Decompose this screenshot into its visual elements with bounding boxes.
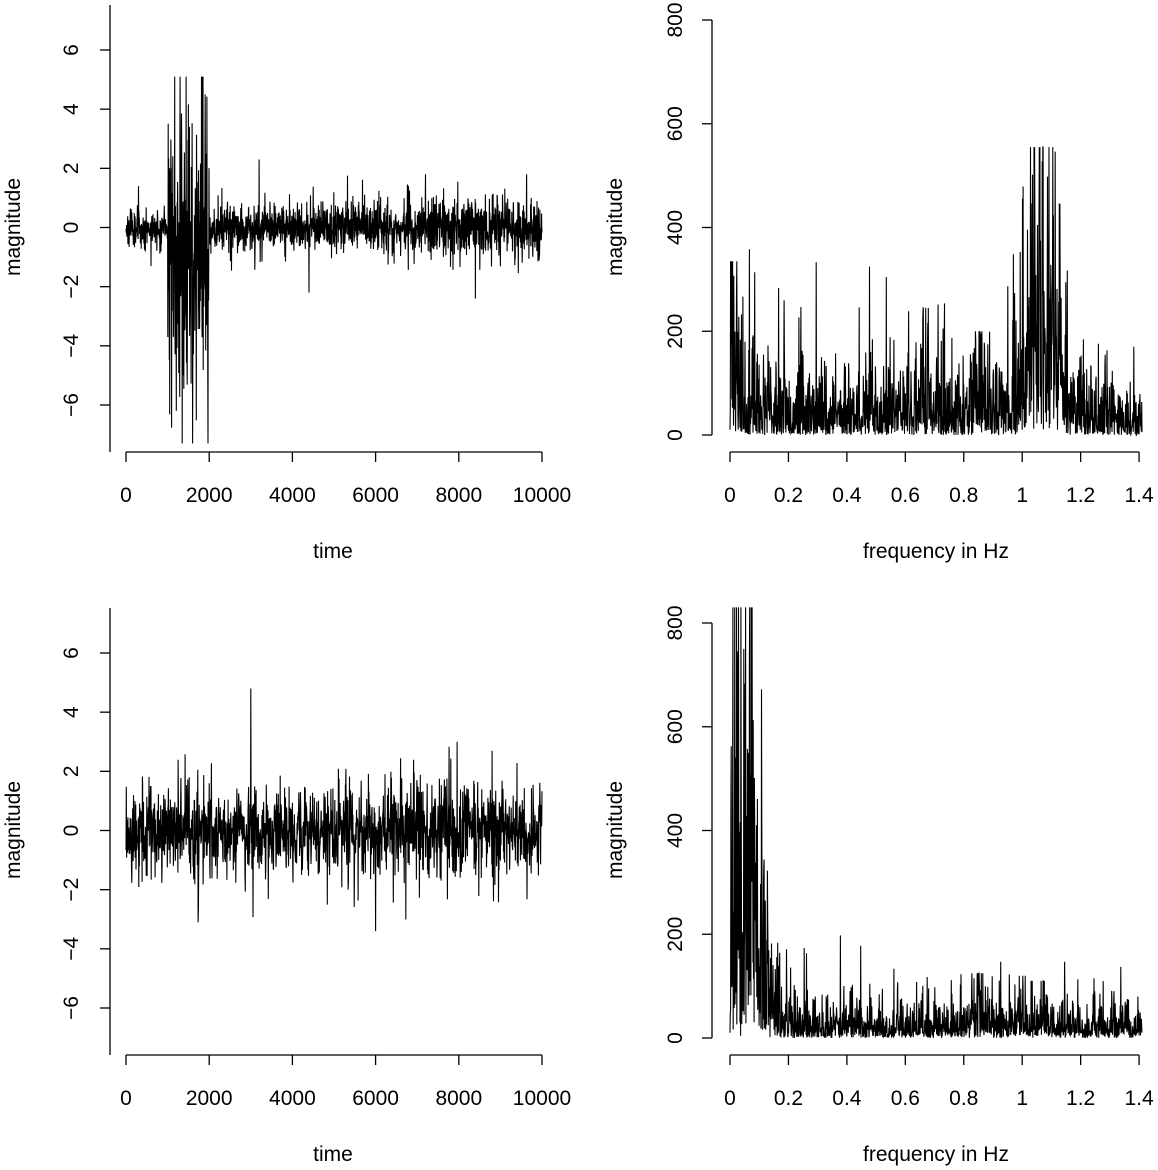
y-tick-label: 400: [664, 813, 687, 848]
series-line: [125, 688, 543, 932]
y-tick-label: 0: [664, 429, 687, 441]
x-tick-label: 0: [120, 484, 132, 507]
x-tick-label: 8000: [435, 1087, 482, 1110]
x-tick-label: 0.2: [774, 484, 803, 507]
x-tick-label: 10000: [513, 1087, 571, 1110]
series-line: [125, 76, 543, 444]
x-tick-label: 0: [120, 1087, 132, 1110]
y-tick-label: 6: [60, 647, 83, 659]
y-ticks: 0 200 400 600 800: [664, 605, 712, 1044]
y-tick-label: 6: [60, 44, 83, 56]
x-tick-label: 0.8: [949, 484, 978, 507]
x-tick-label: 1.4: [1124, 484, 1154, 507]
x-tick-label: 1.2: [1066, 1087, 1095, 1110]
x-axis-label: time: [313, 540, 353, 563]
y-tick-label: 800: [664, 605, 687, 640]
x-tick-label: 10000: [513, 484, 571, 507]
panel-freq-top: 0 0.2 0.4 0.6 0.8 1 1.2 1.4 0 200 400 600 800 frequ…: [604, 2, 1154, 563]
y-tick-label: −6: [60, 996, 83, 1020]
x-ticks: 0 0.2 0.4 0.6 0.8 1 1.2 1.4: [724, 1055, 1154, 1110]
y-ticks: −6 −4 −2 0 2 4 6: [60, 44, 110, 417]
series-line: [729, 607, 1143, 1040]
panel-time-top: 0 2000 4000 6000 8000 10000 −6 −4 −2 0 2 4 6 time m…: [2, 5, 571, 563]
x-tick-label: 6000: [352, 1087, 399, 1110]
y-tick-label: 400: [664, 210, 687, 245]
y-tick-label: −2: [60, 275, 83, 299]
y-ticks: −6 −4 −2 0 2 4 6: [60, 647, 110, 1020]
y-tick-label: 4: [60, 103, 83, 115]
x-ticks: 0 0.2 0.4 0.6 0.8 1 1.2 1.4: [724, 452, 1154, 507]
x-ticks: 0 2000 4000 6000 8000 10000: [120, 1055, 571, 1110]
y-tick-label: 4: [60, 706, 83, 718]
x-tick-label: 6000: [352, 484, 399, 507]
x-tick-label: 4000: [269, 1087, 316, 1110]
x-tick-label: 0.4: [832, 1087, 862, 1110]
y-axis-label: magnitude: [604, 178, 627, 276]
x-tick-label: 0.2: [774, 1087, 803, 1110]
x-tick-label: 0.4: [832, 484, 862, 507]
x-tick-label: 2000: [186, 484, 233, 507]
y-axis-label: magnitude: [2, 781, 25, 879]
panel-freq-bottom: 0 0.2 0.4 0.6 0.8 1 1.2 1.4 0 200 400 600 800 frequ…: [604, 605, 1154, 1166]
x-tick-label: 1.2: [1066, 484, 1095, 507]
y-tick-label: −4: [60, 937, 83, 961]
y-tick-label: 2: [60, 162, 83, 174]
x-tick-label: 0.6: [891, 1087, 920, 1110]
x-tick-label: 1.4: [1124, 1087, 1154, 1110]
x-ticks: 0 2000 4000 6000 8000 10000: [120, 452, 571, 507]
y-tick-label: 800: [664, 2, 687, 37]
y-tick-label: −6: [60, 393, 83, 417]
x-tick-label: 4000: [269, 484, 316, 507]
y-tick-label: 600: [664, 106, 687, 141]
y-tick-label: 0: [60, 222, 83, 234]
y-tick-label: −4: [60, 334, 83, 358]
x-tick-label: 0: [724, 1087, 736, 1110]
y-tick-label: 2: [60, 765, 83, 777]
y-tick-label: −2: [60, 878, 83, 902]
panel-time-bottom: 0 2000 4000 6000 8000 10000 −6 −4 −2 0 2 4 6 time m…: [2, 608, 571, 1166]
y-tick-label: 200: [664, 917, 687, 952]
x-axis-label: frequency in Hz: [863, 540, 1009, 563]
y-tick-label: 200: [664, 314, 687, 349]
x-tick-label: 8000: [435, 484, 482, 507]
y-tick-label: 0: [60, 825, 83, 837]
x-axis-label: frequency in Hz: [863, 1143, 1009, 1166]
x-tick-label: 0.8: [949, 1087, 978, 1110]
y-axis-label: magnitude: [2, 178, 25, 276]
y-axis-label: magnitude: [604, 781, 627, 879]
y-ticks: 0 200 400 600 800: [664, 2, 712, 441]
x-tick-label: 1: [1016, 1087, 1028, 1110]
x-tick-label: 1: [1016, 484, 1028, 507]
x-tick-label: 0.6: [891, 484, 920, 507]
x-tick-label: 2000: [186, 1087, 233, 1110]
x-axis-label: time: [313, 1143, 353, 1166]
series-line: [729, 146, 1143, 437]
y-tick-label: 600: [664, 709, 687, 744]
x-tick-label: 0: [724, 484, 736, 507]
y-tick-label: 0: [664, 1032, 687, 1044]
